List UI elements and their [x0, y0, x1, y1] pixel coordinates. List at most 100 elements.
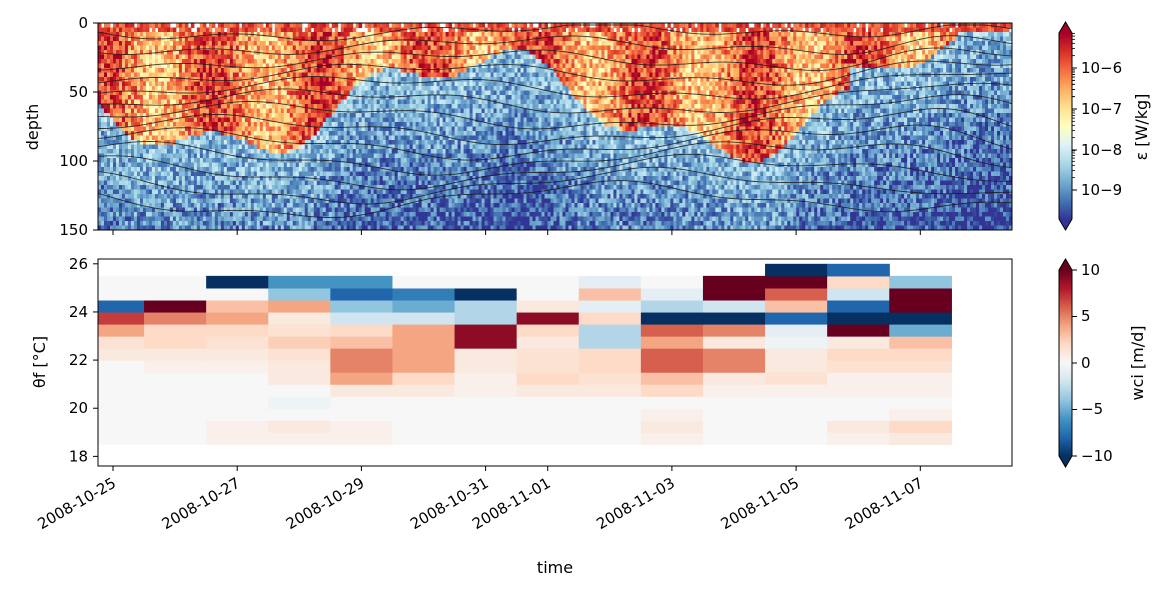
heatmap-cell [241, 63, 246, 69]
heatmap-cell [250, 72, 255, 78]
heatmap-cell [208, 216, 213, 222]
heatmap-cell [376, 140, 381, 145]
heatmap-cell [346, 41, 351, 46]
heatmap-cell [148, 50, 153, 55]
heatmap-cell [391, 167, 396, 172]
heatmap-cell [409, 212, 414, 217]
heatmap-cell [376, 59, 381, 64]
heatmap-cell [208, 212, 213, 217]
heatmap-cell [148, 104, 153, 109]
heatmap-cell [409, 90, 414, 96]
heatmap-cell [178, 108, 183, 114]
heatmap-cell [343, 99, 348, 105]
heatmap-cell [295, 198, 300, 204]
heatmap-cell [370, 216, 375, 222]
heatmap-cell [265, 90, 270, 96]
heatmap-cell [319, 50, 324, 55]
heatmap-cell [310, 63, 315, 69]
heatmap-cell [148, 86, 153, 91]
heatmap-cell [394, 158, 399, 163]
heatmap-cell [388, 140, 393, 145]
heatmap-cell [154, 68, 159, 73]
heatmap-cell [109, 68, 114, 73]
heatmap-cell [157, 216, 162, 222]
heatmap-cell [139, 36, 144, 42]
heatmap-cell [115, 50, 120, 55]
heatmap-cell [109, 203, 114, 208]
heatmap-cell [181, 149, 186, 154]
heatmap-cell [100, 131, 105, 136]
heatmap-cell [223, 90, 228, 96]
heatmap-cell [328, 63, 333, 69]
heatmap-cell [406, 180, 411, 186]
heatmap-cell [406, 221, 411, 226]
heatmap-cell [217, 207, 222, 213]
heatmap-cell [139, 86, 144, 91]
heatmap-cell [127, 185, 132, 190]
heatmap-cell [274, 185, 279, 190]
heatmap-cell [376, 149, 381, 154]
heatmap-cell [334, 162, 339, 168]
heatmap-cell [352, 68, 357, 73]
heatmap-cell [352, 63, 357, 69]
heatmap-cell [98, 117, 102, 123]
heatmap-cell [307, 117, 312, 123]
heatmap-cell [139, 41, 144, 46]
heatmap-cell [193, 122, 198, 127]
heatmap-cell [226, 99, 231, 105]
heatmap-cell [265, 140, 270, 145]
heatmap-cell [319, 167, 324, 172]
heatmap-cell [301, 216, 306, 222]
heatmap-cell [364, 63, 369, 69]
heatmap-cell [424, 59, 429, 64]
heatmap-cell [211, 189, 216, 195]
heatmap-cell [415, 90, 420, 96]
heatmap-cell [244, 117, 249, 123]
heatmap-cell [307, 131, 312, 136]
heatmap-cell [370, 207, 375, 213]
heatmap-cell [142, 221, 147, 226]
heatmap-cell [205, 221, 210, 226]
heatmap-cell [394, 185, 399, 190]
heatmap-cell [169, 81, 174, 87]
heatmap-cell [223, 158, 228, 163]
heatmap-cell [220, 203, 225, 208]
heatmap-cell [319, 194, 324, 199]
heatmap-cell [298, 86, 303, 91]
heatmap-cell [202, 54, 207, 60]
heatmap-cell [421, 176, 426, 181]
heatmap-cell [154, 221, 159, 226]
heatmap-cell [211, 50, 216, 55]
heatmap-cell [112, 90, 117, 96]
heatmap-cell [307, 99, 312, 105]
heatmap-cell [358, 36, 363, 42]
heatmap-cell [196, 198, 201, 204]
heatmap-cell [424, 23, 429, 28]
heatmap-cell [340, 149, 345, 154]
heatmap-cell [292, 131, 297, 136]
heatmap-cell [139, 180, 144, 186]
heatmap-cell [334, 95, 339, 100]
heatmap-cell [322, 108, 327, 114]
heatmap-cell [253, 221, 258, 226]
heatmap-cell [283, 122, 288, 127]
heatmap-cell [346, 144, 351, 150]
heatmap-cell [169, 86, 174, 91]
heatmap-cell [274, 32, 279, 37]
heatmap-cell [211, 216, 216, 222]
heatmap-cell [235, 194, 240, 199]
heatmap-cell [229, 117, 234, 123]
heatmap-cell [103, 176, 108, 181]
heatmap-cell [163, 212, 168, 217]
heatmap-cell [388, 122, 393, 127]
heatmap-cell [265, 225, 270, 230]
heatmap-cell [409, 117, 414, 123]
heatmap-cell [277, 180, 282, 186]
heatmap-cell [376, 212, 381, 217]
heatmap-cell [376, 189, 381, 195]
heatmap-cell [199, 113, 204, 118]
heatmap-cell [160, 198, 165, 204]
heatmap-cell [169, 50, 174, 55]
heatmap-cell [349, 27, 354, 33]
heatmap-cell [262, 54, 267, 60]
